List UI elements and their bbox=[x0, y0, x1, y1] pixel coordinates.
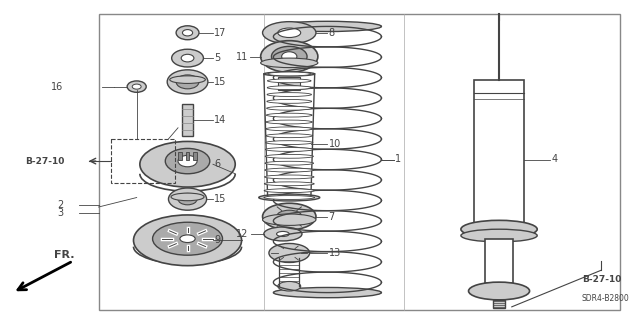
Ellipse shape bbox=[265, 161, 314, 165]
Text: 9: 9 bbox=[214, 235, 220, 245]
Ellipse shape bbox=[180, 235, 195, 242]
Text: FR.: FR. bbox=[54, 249, 74, 260]
Ellipse shape bbox=[260, 58, 318, 68]
Ellipse shape bbox=[461, 220, 537, 238]
Bar bbox=[493, 300, 505, 308]
Ellipse shape bbox=[171, 193, 204, 201]
Text: 17: 17 bbox=[214, 28, 227, 38]
Ellipse shape bbox=[132, 84, 141, 89]
Ellipse shape bbox=[266, 113, 312, 117]
Ellipse shape bbox=[170, 76, 205, 84]
Ellipse shape bbox=[262, 214, 316, 226]
Text: 5: 5 bbox=[214, 53, 221, 63]
Text: SDR4-B2800: SDR4-B2800 bbox=[582, 294, 630, 303]
Ellipse shape bbox=[165, 148, 210, 174]
Ellipse shape bbox=[182, 30, 193, 36]
Ellipse shape bbox=[262, 203, 316, 230]
Bar bbox=[474, 80, 525, 229]
Bar bbox=[193, 152, 197, 160]
Text: 12: 12 bbox=[236, 229, 248, 239]
Text: 1: 1 bbox=[396, 154, 401, 165]
Text: 15: 15 bbox=[214, 77, 227, 87]
Ellipse shape bbox=[276, 231, 289, 236]
Ellipse shape bbox=[273, 287, 381, 298]
Ellipse shape bbox=[178, 193, 197, 205]
Text: 10: 10 bbox=[329, 139, 341, 149]
Ellipse shape bbox=[264, 182, 314, 186]
Ellipse shape bbox=[271, 46, 307, 67]
Bar bbox=[485, 239, 513, 283]
Ellipse shape bbox=[178, 155, 197, 167]
Ellipse shape bbox=[152, 222, 223, 255]
Ellipse shape bbox=[282, 52, 297, 61]
Text: 14: 14 bbox=[214, 115, 227, 125]
Ellipse shape bbox=[266, 148, 313, 152]
Ellipse shape bbox=[266, 120, 312, 124]
Text: 13: 13 bbox=[329, 248, 341, 258]
Ellipse shape bbox=[266, 141, 313, 145]
Text: 2: 2 bbox=[58, 200, 63, 211]
Ellipse shape bbox=[264, 227, 302, 241]
Ellipse shape bbox=[265, 154, 314, 158]
Text: B-27-10: B-27-10 bbox=[26, 157, 65, 166]
Ellipse shape bbox=[267, 93, 312, 96]
Ellipse shape bbox=[134, 215, 241, 266]
Ellipse shape bbox=[176, 26, 199, 40]
Ellipse shape bbox=[172, 49, 204, 67]
Ellipse shape bbox=[259, 194, 320, 201]
Ellipse shape bbox=[266, 134, 313, 138]
Bar bbox=[278, 77, 300, 90]
Ellipse shape bbox=[264, 72, 315, 76]
Ellipse shape bbox=[273, 21, 381, 32]
Bar bbox=[99, 14, 620, 310]
Ellipse shape bbox=[468, 282, 529, 300]
Ellipse shape bbox=[167, 70, 208, 94]
Ellipse shape bbox=[268, 79, 311, 83]
Bar bbox=[186, 152, 189, 160]
Text: 16: 16 bbox=[51, 82, 63, 92]
Ellipse shape bbox=[176, 75, 199, 89]
Ellipse shape bbox=[265, 168, 314, 172]
Ellipse shape bbox=[269, 243, 310, 263]
Ellipse shape bbox=[278, 28, 301, 38]
Bar bbox=[182, 104, 193, 136]
Ellipse shape bbox=[127, 81, 146, 92]
Ellipse shape bbox=[264, 175, 314, 179]
Ellipse shape bbox=[267, 106, 312, 110]
Ellipse shape bbox=[266, 127, 312, 131]
Ellipse shape bbox=[268, 72, 311, 76]
Ellipse shape bbox=[262, 22, 316, 44]
Ellipse shape bbox=[461, 229, 537, 242]
Ellipse shape bbox=[181, 54, 194, 62]
Text: 4: 4 bbox=[551, 154, 557, 165]
Text: B-27-10: B-27-10 bbox=[582, 275, 621, 285]
Text: 8: 8 bbox=[329, 28, 335, 38]
Text: 7: 7 bbox=[329, 211, 335, 221]
Text: 11: 11 bbox=[236, 51, 248, 62]
Text: 15: 15 bbox=[214, 194, 227, 204]
Text: 3: 3 bbox=[58, 208, 63, 218]
Ellipse shape bbox=[267, 100, 312, 103]
Bar bbox=[178, 152, 182, 160]
Ellipse shape bbox=[260, 41, 318, 72]
Text: 6: 6 bbox=[214, 159, 220, 169]
Ellipse shape bbox=[278, 281, 301, 291]
Ellipse shape bbox=[268, 86, 311, 90]
Ellipse shape bbox=[168, 188, 207, 210]
Ellipse shape bbox=[264, 196, 315, 199]
Ellipse shape bbox=[276, 210, 302, 223]
Ellipse shape bbox=[140, 141, 236, 187]
Bar bbox=[111, 139, 175, 183]
Ellipse shape bbox=[264, 189, 314, 193]
